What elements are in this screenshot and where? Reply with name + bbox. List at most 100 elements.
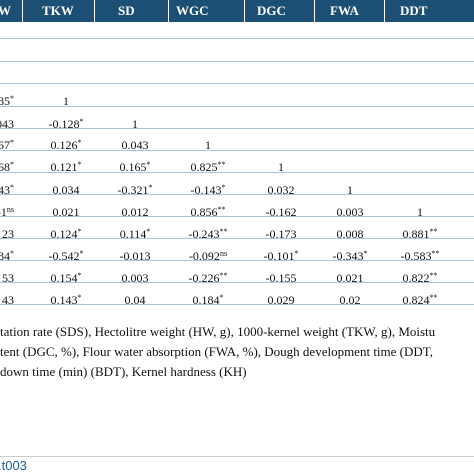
cell-value: 84 bbox=[0, 249, 10, 263]
header-separator bbox=[94, 0, 95, 22]
table-cell: 0.034 bbox=[53, 183, 80, 197]
table-cell: 0.003 bbox=[337, 205, 364, 219]
table-cell: 0.825** bbox=[191, 160, 226, 174]
row-divider bbox=[0, 83, 474, 84]
table-cell: 67* bbox=[0, 138, 14, 152]
row-divider bbox=[0, 150, 474, 151]
column-header: FWA bbox=[330, 3, 359, 18]
table-cell: 0.008 bbox=[337, 227, 364, 241]
significance-mark: * bbox=[79, 117, 84, 126]
cell-value: 0.154 bbox=[50, 271, 78, 285]
significance-mark: ns bbox=[6, 205, 14, 214]
significance-mark: * bbox=[146, 227, 151, 236]
cell-value: -0.243 bbox=[188, 227, 220, 241]
table-cell: -0.155 bbox=[266, 271, 297, 285]
footnote-line-1: tation rate (SDS), Hectolitre weight (HW… bbox=[0, 324, 436, 339]
row-divider bbox=[0, 304, 474, 305]
cell-value: 0.008 bbox=[336, 227, 364, 241]
table-cell: 1 bbox=[132, 117, 138, 131]
doi-link[interactable]: .t003 bbox=[0, 458, 27, 473]
table-cell: -0.101* bbox=[264, 249, 299, 263]
cell-value: 0.034 bbox=[52, 183, 80, 197]
cell-value: 0.003 bbox=[121, 271, 149, 285]
cell-value: 0.825 bbox=[190, 160, 218, 174]
significance-mark: * bbox=[221, 183, 226, 192]
cell-value: 85 bbox=[0, 94, 10, 108]
table-header: W TKW SD WGC DGC FWA DDT bbox=[0, 0, 474, 22]
table-cell: 0.824** bbox=[403, 293, 438, 307]
significance-mark: * bbox=[77, 293, 82, 302]
significance-mark: * bbox=[219, 293, 224, 302]
significance-mark: * bbox=[10, 183, 14, 192]
table-cell: -1ns bbox=[0, 205, 14, 219]
table-cell: 0.032 bbox=[268, 183, 295, 197]
row-divider bbox=[0, 61, 474, 62]
cell-value: -0.143 bbox=[190, 183, 222, 197]
divider bbox=[0, 456, 474, 457]
table-cell: 0.184* bbox=[193, 293, 224, 307]
cell-value: 0.822 bbox=[402, 271, 430, 285]
table-cell: 0.143* bbox=[51, 293, 82, 307]
header-separator bbox=[244, 0, 245, 22]
cell-value: 1 bbox=[417, 205, 423, 219]
cell-value: -0.128 bbox=[48, 117, 80, 131]
table-cell: -0.542* bbox=[49, 249, 84, 263]
cell-value: 0.165 bbox=[119, 160, 147, 174]
table-cell: -0.143* bbox=[191, 183, 226, 197]
column-header: W bbox=[0, 3, 11, 18]
cell-value: 043 bbox=[0, 117, 14, 131]
header-separator bbox=[384, 0, 385, 22]
significance-mark: * bbox=[10, 160, 14, 169]
table-cell: 0.012 bbox=[122, 205, 149, 219]
cell-value: 0.003 bbox=[336, 205, 364, 219]
significance-mark: ** bbox=[219, 271, 228, 280]
cell-value: 0.029 bbox=[267, 293, 295, 307]
cell-value: 0.184 bbox=[192, 293, 220, 307]
row-divider bbox=[0, 194, 474, 195]
table-cell: 043 bbox=[0, 117, 14, 131]
significance-mark: * bbox=[363, 249, 368, 258]
cell-value: 43 bbox=[2, 293, 14, 307]
significance-mark: ** bbox=[217, 160, 226, 169]
table-cell: 0.165* bbox=[120, 160, 151, 174]
table-cell: 0.029 bbox=[268, 293, 295, 307]
cell-value: 0.021 bbox=[336, 271, 364, 285]
column-header: SD bbox=[118, 3, 135, 18]
cell-value: 0.032 bbox=[267, 183, 295, 197]
cell-value: -0.583 bbox=[400, 249, 432, 263]
significance-mark: * bbox=[10, 249, 14, 258]
row-divider bbox=[0, 172, 474, 173]
cell-value: 0.143 bbox=[50, 293, 78, 307]
cell-value: 0.043 bbox=[121, 138, 149, 152]
cell-value: 0.04 bbox=[124, 293, 146, 307]
header-separator bbox=[22, 0, 23, 22]
cell-value: 0.012 bbox=[121, 205, 149, 219]
cell-value: 1 bbox=[347, 183, 353, 197]
table-cell: 0.121* bbox=[51, 160, 82, 174]
cell-value: 67 bbox=[0, 138, 10, 152]
table-cell: 84* bbox=[0, 249, 14, 263]
cell-value: 0.126 bbox=[50, 138, 78, 152]
cell-value: 1 bbox=[63, 94, 69, 108]
significance-mark: * bbox=[79, 249, 84, 258]
table-cell: 1 bbox=[278, 160, 284, 174]
table-cell: 0.822** bbox=[403, 271, 438, 285]
row-divider bbox=[0, 238, 474, 239]
significance-mark: ** bbox=[219, 227, 228, 236]
table-cell: -0.343* bbox=[333, 249, 368, 263]
cell-value: -0.226 bbox=[188, 271, 220, 285]
header-separator bbox=[168, 0, 169, 22]
table-cell: 1 bbox=[205, 138, 211, 152]
cell-value: 0.881 bbox=[402, 227, 430, 241]
cell-value: 0.02 bbox=[339, 293, 361, 307]
significance-mark: * bbox=[77, 227, 82, 236]
table-cell: -0.013 bbox=[120, 249, 151, 263]
table-cell: 43* bbox=[0, 183, 14, 197]
table-cell: 0.154* bbox=[51, 271, 82, 285]
table-cell: 0.043 bbox=[122, 138, 149, 152]
table-cell: -0.583** bbox=[401, 249, 440, 263]
table-cell: -0.162 bbox=[266, 205, 297, 219]
table-cell: 0.881** bbox=[403, 227, 438, 241]
cell-value: 0.824 bbox=[402, 293, 430, 307]
row-divider bbox=[0, 260, 474, 261]
